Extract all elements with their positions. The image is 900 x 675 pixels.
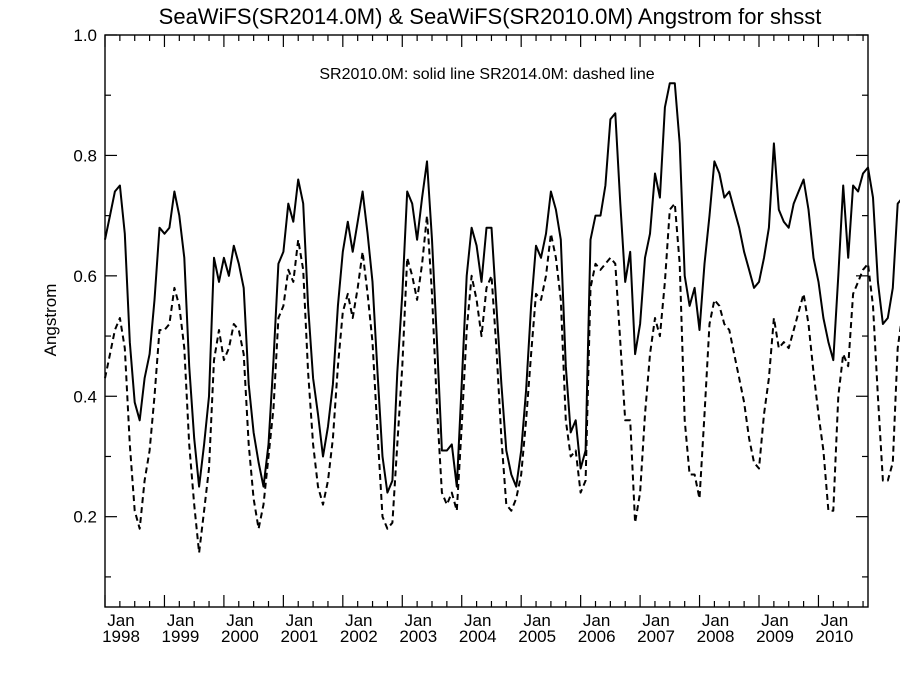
x-tick-year-label: 2000 bbox=[221, 627, 259, 646]
x-tick-month-label: Jan bbox=[345, 611, 372, 630]
x-axis: Jan1998Jan1999Jan2000Jan2001Jan2002Jan20… bbox=[102, 35, 864, 646]
x-tick-year-label: 2002 bbox=[340, 627, 378, 646]
x-tick-year-label: 2009 bbox=[756, 627, 794, 646]
y-tick-label: 1.0 bbox=[73, 26, 97, 45]
x-tick-month-label: Jan bbox=[167, 611, 194, 630]
x-tick-month-label: Jan bbox=[702, 611, 729, 630]
y-axis-label: Angstrom bbox=[41, 284, 60, 357]
legend-annotation: SR2010.0M: solid line SR2014.0M: dashed … bbox=[319, 66, 654, 83]
x-tick-year-label: 2003 bbox=[399, 627, 437, 646]
x-tick-month-label: Jan bbox=[821, 611, 848, 630]
series-line-sr2010-0m bbox=[104, 82, 900, 494]
y-tick-label: 0.4 bbox=[73, 387, 97, 406]
series-layer bbox=[104, 82, 900, 554]
x-tick-year-label: 2010 bbox=[816, 627, 854, 646]
y-tick-label: 0.6 bbox=[73, 267, 97, 286]
x-tick-month-label: Jan bbox=[286, 611, 313, 630]
x-tick-year-label: 2001 bbox=[280, 627, 318, 646]
x-tick-month-label: Jan bbox=[761, 611, 788, 630]
x-tick-month-label: Jan bbox=[642, 611, 669, 630]
series-line-sr2014-0m bbox=[104, 202, 900, 554]
x-tick-year-label: 1999 bbox=[162, 627, 200, 646]
x-tick-month-label: Jan bbox=[523, 611, 550, 630]
x-tick-month-label: Jan bbox=[226, 611, 253, 630]
x-tick-month-label: Jan bbox=[583, 611, 610, 630]
x-tick-year-label: 2008 bbox=[697, 627, 735, 646]
x-tick-month-label: Jan bbox=[107, 611, 134, 630]
x-tick-year-label: 1998 bbox=[102, 627, 140, 646]
y-tick-label: 0.8 bbox=[73, 146, 97, 165]
chart-title: SeaWiFS(SR2014.0M) & SeaWiFS(SR2010.0M) … bbox=[159, 4, 822, 29]
x-tick-month-label: Jan bbox=[464, 611, 491, 630]
x-tick-year-label: 2005 bbox=[518, 627, 556, 646]
y-tick-label: 0.2 bbox=[73, 508, 97, 527]
y-axis: 0.2 0.4 0.6 0.8 1.0 bbox=[73, 26, 868, 578]
x-tick-month-label: Jan bbox=[405, 611, 432, 630]
x-tick-year-label: 2007 bbox=[637, 627, 675, 646]
x-tick-year-label: 2006 bbox=[578, 627, 616, 646]
x-tick-year-label: 2004 bbox=[459, 627, 497, 646]
plot-frame bbox=[104, 34, 869, 608]
